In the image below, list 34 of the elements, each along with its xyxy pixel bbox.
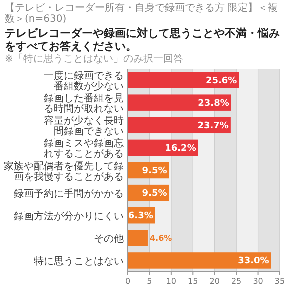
data-label: 25.6% <box>206 76 238 86</box>
x-tick-label: 5 <box>147 277 152 286</box>
chart-title: テレビレコーダーや録画に対して思うことや不満・悩みをすべてお答えください。 <box>5 27 281 53</box>
x-tick-label: 30 <box>253 277 264 286</box>
data-label: 23.7% <box>198 121 229 132</box>
y-tick-label: 家族や配偶者を優先して録画を我慢することがある <box>4 160 124 183</box>
data-label: 9.5% <box>142 189 168 200</box>
bar <box>128 94 232 111</box>
y-tick-label: 一度に録画できる番組数が少ない <box>44 70 124 93</box>
x-tick-label: 15 <box>188 277 198 286</box>
data-label: 33.0% <box>238 256 270 267</box>
bar <box>128 252 272 269</box>
data-label: 16.2% <box>165 144 196 154</box>
bar <box>128 230 148 246</box>
y-tick-label: 録画予約に手間がかかる <box>14 188 124 200</box>
data-label: 6.3% <box>128 212 154 222</box>
data-label: 4.6% <box>150 234 172 244</box>
x-tick-label: 25 <box>231 277 242 286</box>
data-label: 23.8% <box>198 98 230 109</box>
x-tick-label: 10 <box>166 277 177 286</box>
y-tick-label: 録画した番組を見る時間が取れない <box>44 92 124 116</box>
data-label: 9.5% <box>142 166 168 176</box>
text: ※「特に思うことはない」のみ択一回答 <box>5 54 184 65</box>
chart-subtitle: 【テレビ・レコーダー所有・自身で録画できる方 限定】＜複数＞(n=630) <box>5 3 280 25</box>
x-tick-label: 20 <box>210 277 220 286</box>
bar <box>128 117 231 134</box>
y-tick-label: 容量が少なく長時間録画できない <box>44 115 124 138</box>
y-tick-label: 録画方法が分かりにくい <box>14 210 124 223</box>
y-tick-label: 録画ミスや録画忘れすることがある <box>44 138 124 160</box>
y-tick-label: 特に思うことはない <box>34 256 124 268</box>
x-tick-label: 35 <box>274 277 286 286</box>
bar <box>128 72 240 88</box>
x-tick-label: 0 <box>125 277 131 286</box>
y-tick-label: その他 <box>94 233 124 246</box>
